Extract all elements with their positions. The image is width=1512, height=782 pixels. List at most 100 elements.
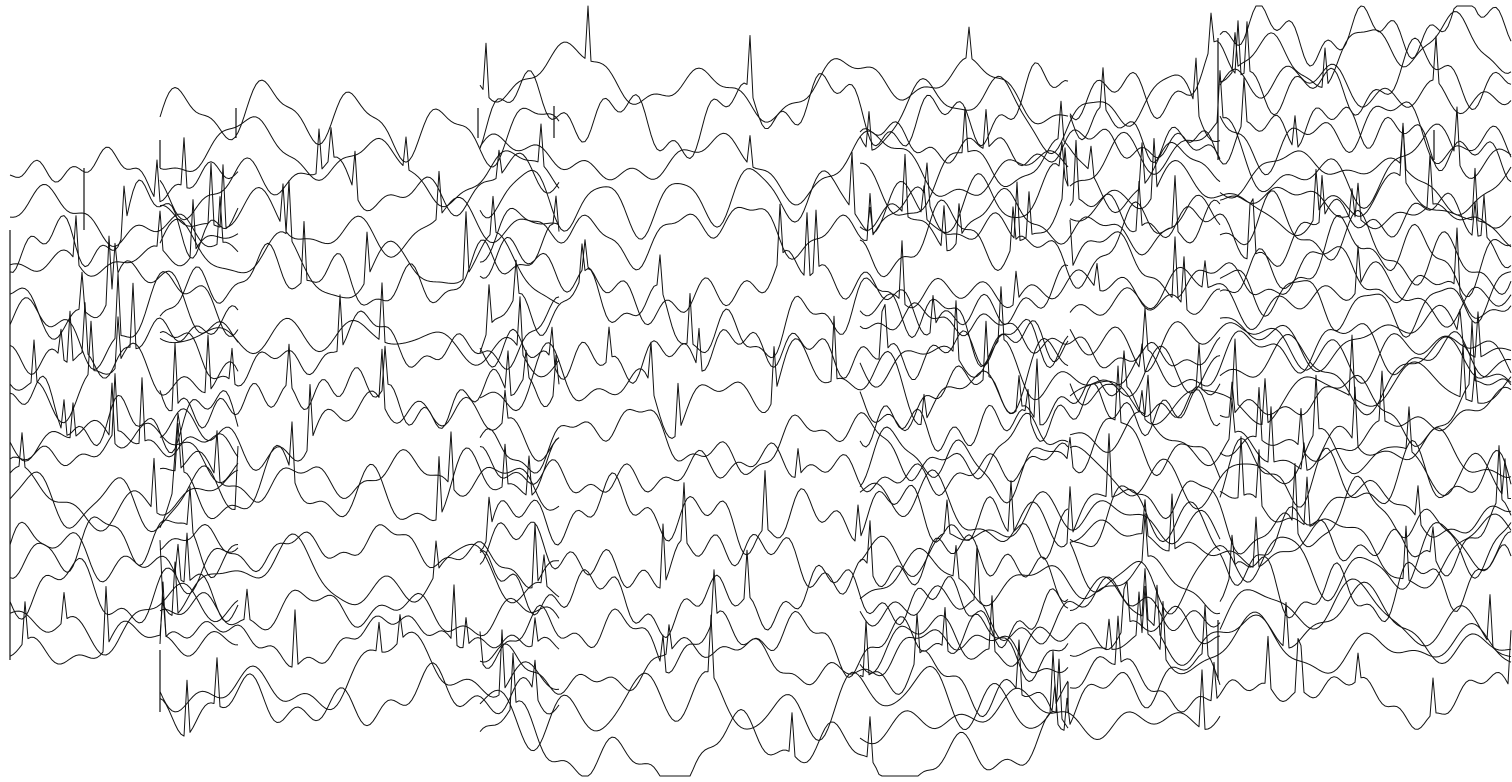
waveform-trace bbox=[479, 203, 1069, 336]
waveform-trace bbox=[9, 282, 239, 379]
waveform-trace bbox=[859, 100, 1221, 216]
segment-markers bbox=[9, 38, 1435, 712]
waveform-trace bbox=[479, 549, 1069, 649]
waveform-trace bbox=[859, 491, 1221, 577]
waveform-trace bbox=[1069, 122, 1512, 248]
waveform-trace bbox=[1069, 12, 1512, 121]
waveform-trace bbox=[1219, 269, 1512, 338]
waveform-trace bbox=[479, 442, 1069, 497]
waveform-trace bbox=[479, 147, 1069, 271]
waveform-trace bbox=[479, 569, 1069, 682]
waveform-trace bbox=[1069, 585, 1512, 675]
waveform-trace bbox=[1069, 493, 1512, 589]
waveform-trace bbox=[1219, 154, 1512, 230]
waveform-trace bbox=[159, 79, 560, 168]
waveform-trace bbox=[159, 581, 560, 668]
waveform-trace bbox=[159, 522, 560, 589]
waveform-trace bbox=[859, 604, 1221, 731]
waveform-trace bbox=[859, 382, 1221, 452]
waveform-trace bbox=[9, 532, 239, 624]
waveform-trace bbox=[1069, 615, 1512, 730]
waveform-trace bbox=[479, 408, 1069, 482]
waveform-trace bbox=[159, 294, 560, 387]
waveform-trace bbox=[9, 373, 239, 467]
waveform-trace bbox=[9, 586, 239, 665]
waveform-trace bbox=[859, 109, 1221, 167]
waveform-trace bbox=[9, 445, 239, 533]
waveform-trace bbox=[1219, 437, 1512, 508]
waveform-trace bbox=[479, 614, 1069, 752]
waveform-trace bbox=[859, 580, 1221, 674]
waveform-trace bbox=[9, 532, 239, 595]
waveform-trace bbox=[1069, 374, 1512, 510]
waveform-trace bbox=[479, 482, 1069, 603]
waveform-trace bbox=[1219, 11, 1512, 88]
waveform-trace bbox=[859, 365, 1221, 504]
waveform-trace bbox=[1069, 321, 1512, 384]
waveform-trace bbox=[1219, 436, 1512, 538]
waveform-trace bbox=[159, 657, 560, 737]
waveform-trace bbox=[479, 315, 1069, 439]
waveform-trace bbox=[9, 137, 239, 203]
waveform-trace bbox=[1219, 578, 1512, 658]
waveform-trace bbox=[1219, 445, 1512, 586]
waveform-trace bbox=[9, 271, 239, 371]
waveform-trace bbox=[9, 432, 239, 532]
waveform-trace bbox=[159, 423, 560, 511]
waveform-trace bbox=[1069, 219, 1512, 319]
waveform-trace bbox=[1219, 304, 1512, 373]
waveform-trace bbox=[159, 533, 560, 616]
waveform-traces bbox=[9, 5, 1512, 777]
waveform-trace bbox=[159, 282, 560, 378]
waveform-trace bbox=[859, 175, 1221, 289]
waveform-trace bbox=[1219, 125, 1512, 216]
waveform-trace bbox=[159, 342, 560, 429]
waveform-trace bbox=[159, 412, 560, 529]
waveform-trace bbox=[9, 235, 239, 343]
waveform-trace bbox=[479, 141, 1069, 240]
waveform-trace bbox=[159, 180, 560, 305]
waveform-trace bbox=[859, 240, 1221, 317]
waveform-trace bbox=[1069, 245, 1512, 330]
waveform-trace bbox=[479, 304, 1069, 384]
waveform-trace bbox=[1069, 307, 1512, 406]
waveform-trace bbox=[159, 127, 560, 221]
waveform-trace bbox=[1219, 35, 1512, 115]
waveform-trace bbox=[859, 286, 1221, 401]
waveform-trace bbox=[1069, 522, 1512, 615]
waveform-trace bbox=[9, 582, 239, 656]
waveform-trace bbox=[1219, 370, 1512, 462]
waveform-trace bbox=[9, 375, 239, 454]
waveform-trace bbox=[9, 316, 239, 424]
waveform-trace bbox=[9, 179, 239, 273]
waveform-trace bbox=[1069, 70, 1512, 209]
waveform-trace bbox=[9, 184, 239, 253]
waveform-trace bbox=[859, 513, 1221, 615]
waveform-trace bbox=[859, 545, 1221, 645]
waveform-trace bbox=[479, 652, 1069, 777]
waveform-trace bbox=[1069, 334, 1512, 426]
waveform-trace bbox=[479, 130, 1069, 206]
waveform-trace bbox=[1069, 374, 1512, 478]
waveform-trace bbox=[1219, 334, 1512, 416]
waveform-trace bbox=[479, 5, 1069, 125]
waveform-trace bbox=[1219, 190, 1512, 295]
waveform-trace bbox=[159, 348, 560, 471]
waveform-trace bbox=[1219, 101, 1512, 176]
waveform-trace bbox=[479, 35, 1069, 159]
waveform-trace bbox=[1069, 568, 1512, 666]
waveform-trace bbox=[1219, 534, 1512, 623]
waveform-trace bbox=[1219, 215, 1512, 298]
waveform-trace bbox=[859, 433, 1221, 551]
waveform-trace bbox=[159, 116, 560, 208]
waveform-trace bbox=[1219, 5, 1512, 67]
waveform-trace bbox=[159, 588, 560, 637]
waveform-trace bbox=[479, 624, 1069, 695]
waveform-trace bbox=[859, 320, 1221, 432]
waveform-trace bbox=[859, 669, 1221, 745]
waveform-trace bbox=[859, 57, 1221, 155]
waveform-trace bbox=[1219, 320, 1512, 447]
waveform-trace bbox=[159, 614, 560, 713]
waveform-trace bbox=[159, 195, 560, 317]
